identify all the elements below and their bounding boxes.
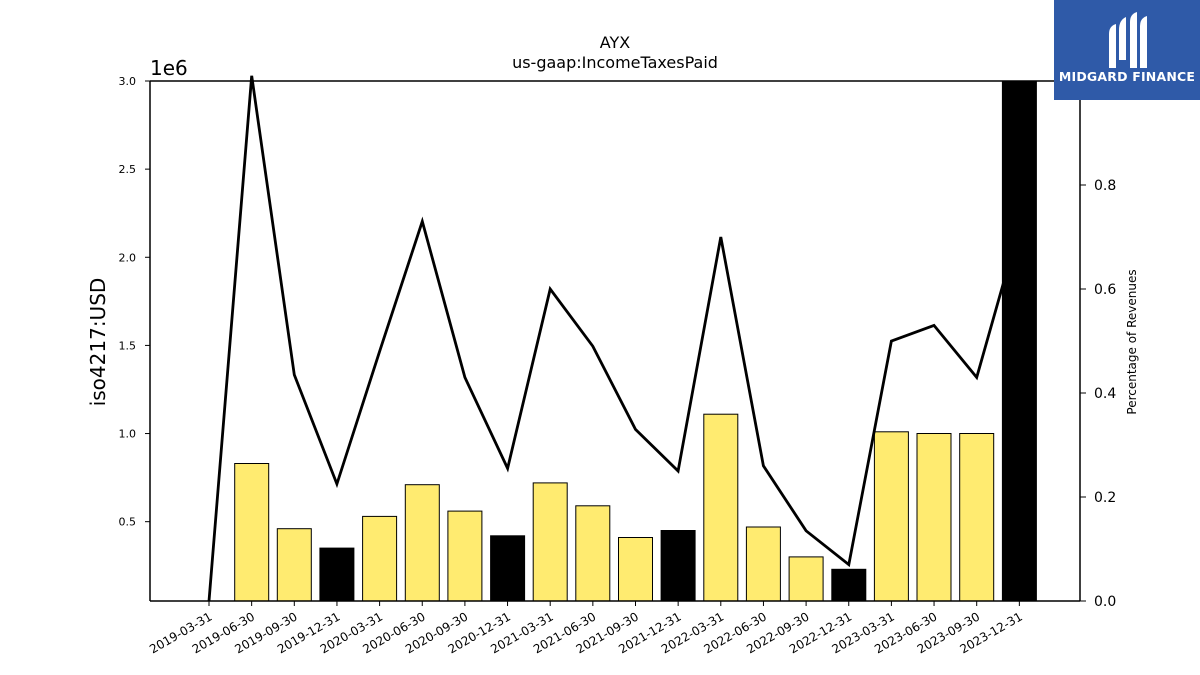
midgard-logo-icon [1109, 12, 1147, 68]
bar-2021-09-30 [618, 537, 653, 602]
y-right-tick-label: 0.0 [1094, 594, 1116, 610]
bar-2020-12-31 [490, 535, 526, 602]
bar-2019-12-31 [319, 547, 355, 602]
bar-2022-06-30 [745, 526, 781, 602]
bar-2020-06-30 [404, 484, 440, 602]
bar-2021-06-30 [575, 505, 611, 602]
brand-logo-text: MIDGARD FINANCE [1058, 69, 1196, 84]
y-right-tick-label: 0.4 [1094, 386, 1116, 402]
y-right-tick-label: 0.6 [1094, 282, 1116, 298]
y-tick-label: 1.5 [119, 339, 137, 352]
bar-2022-09-30 [788, 556, 824, 602]
y-tick-label: 2.0 [119, 251, 137, 264]
y-tick-label: 1.0 [119, 428, 137, 441]
bar-2023-06-30 [916, 433, 952, 602]
bar-2023-12-31 [1001, 80, 1037, 602]
bar-2021-12-31 [660, 530, 696, 602]
bar-2019-09-30 [276, 528, 312, 602]
plot-area: 0.51.01.52.02.53.00.00.20.40.60.82019-03… [119, 75, 1117, 656]
bar-2023-03-31 [873, 431, 909, 602]
y-right-tick-label: 0.2 [1094, 490, 1116, 506]
bar-2019-06-30 [234, 463, 270, 602]
y-axis-label: iso4217:USD [86, 278, 110, 407]
brand-logo: MIDGARD FINANCE [1054, 0, 1200, 100]
bar-2021-03-31 [532, 482, 568, 602]
bar-2023-09-30 [959, 433, 995, 602]
y-tick-label: 3.0 [119, 75, 137, 88]
y-tick-label: 2.5 [119, 163, 137, 176]
bar-2020-09-30 [447, 510, 483, 602]
percentage-line [207, 75, 1021, 602]
bar-2022-12-31 [831, 568, 867, 602]
bar-2020-03-31 [362, 515, 398, 602]
y-right-tick-label: 0.8 [1094, 178, 1116, 194]
y-multiplier-label: 1e6 [150, 56, 188, 80]
y-tick-label: 0.5 [119, 516, 137, 529]
chart-title: AYX [600, 33, 630, 52]
bar-2022-03-31 [703, 413, 739, 602]
y-axis-right-label: Percentage of Revenues [1125, 269, 1139, 414]
chart-subtitle: us-gaap:IncomeTaxesPaid [512, 53, 718, 72]
